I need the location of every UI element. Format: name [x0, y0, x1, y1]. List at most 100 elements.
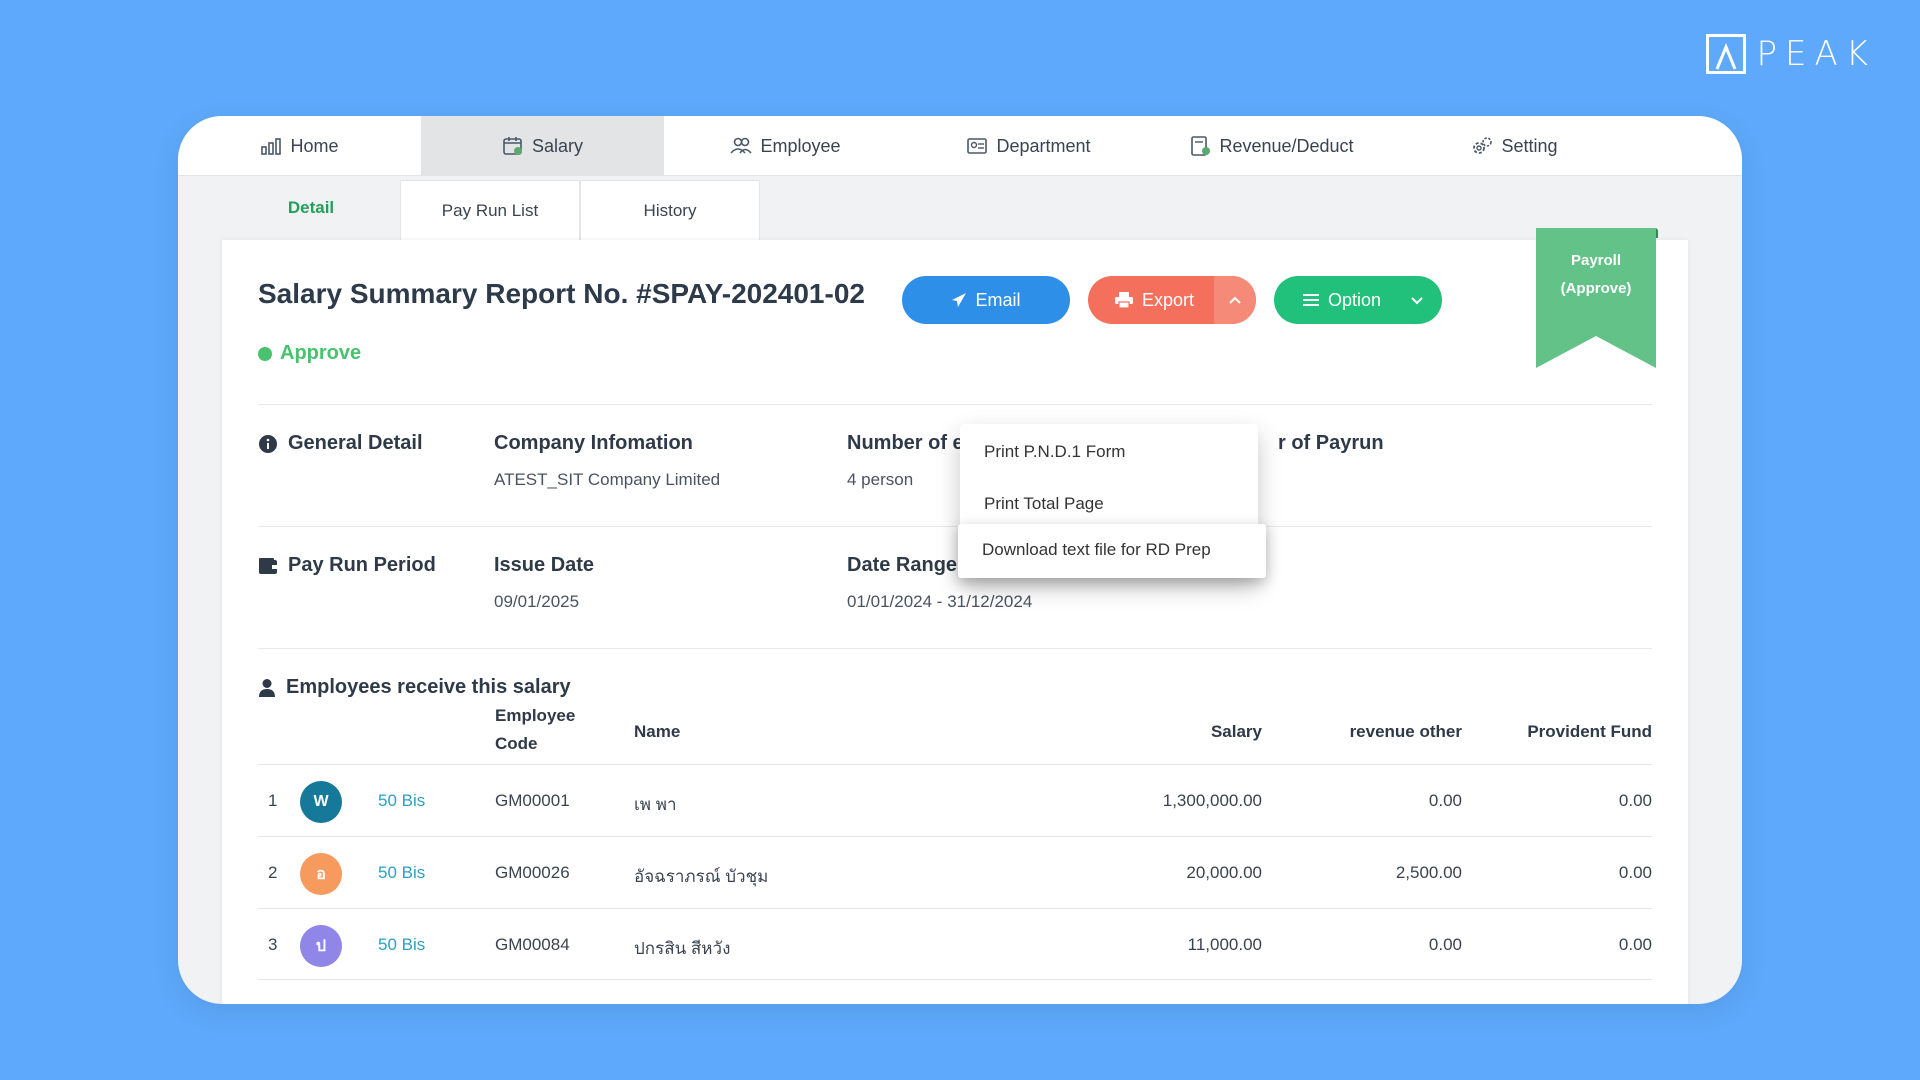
peak-logo: PEAK — [1706, 34, 1876, 74]
row-employee-code: GM00001 — [495, 791, 570, 810]
general-detail-section: General Detail — [258, 432, 423, 455]
calendar-icon — [503, 137, 522, 155]
peak-logo-mark-icon — [1706, 34, 1747, 74]
row-revenue-other: 0.00 — [1428, 791, 1462, 810]
column-header-salary: Salary — [1210, 722, 1262, 741]
tab-detail[interactable]: Detail — [222, 180, 400, 234]
row-employee-name: เพ พา — [634, 795, 677, 814]
row-number: 2 — [268, 863, 278, 882]
row-revenue-other: 2,500.00 — [1395, 863, 1462, 882]
company-info-heading: Company Infomation — [494, 432, 693, 454]
row-employee-code: GM00026 — [495, 863, 570, 882]
option-button-label: Option — [1328, 289, 1382, 310]
employees-count-heading: Number of e — [847, 432, 964, 454]
tab-history[interactable]: History — [580, 180, 760, 240]
company-info-value: ATEST_SIT Company Limited — [494, 470, 721, 489]
nav-revenue-deduct-label: Revenue/Deduct — [1219, 135, 1354, 156]
status-badge: Approve — [258, 342, 361, 365]
row-provident-fund: 0.00 — [1618, 863, 1652, 882]
nav-home[interactable]: Home — [178, 116, 421, 176]
row-salary: 11,000.00 — [1187, 935, 1262, 954]
nav-department-label: Department — [996, 135, 1091, 156]
export-button[interactable]: Export — [1088, 276, 1256, 324]
menu-item-print-pnd1[interactable]: Print P.N.D.1 Form — [984, 442, 1126, 461]
users-icon — [730, 137, 753, 154]
app-window: Home Salary Employee Department Revenue/… — [178, 116, 1742, 1004]
row-salary: 20,000.00 — [1186, 863, 1262, 882]
avatar: ป — [300, 925, 342, 967]
ribbon-text-line1: Payroll — [1570, 252, 1622, 269]
paper-plane-icon — [952, 293, 967, 307]
nav-setting[interactable]: Setting — [1393, 116, 1636, 176]
row-tag-link[interactable]: 50 Bis — [378, 935, 426, 954]
wallet-icon — [259, 557, 277, 574]
email-button[interactable]: Email — [902, 276, 1070, 324]
column-header-code-line2: Code — [495, 734, 538, 753]
gear-icon — [1473, 137, 1493, 154]
nav-setting-label: Setting — [1501, 135, 1558, 156]
ribbon-text-line2: (Approve) — [1560, 280, 1632, 297]
date-range-value: 01/01/2024 - 31/12/2024 — [847, 592, 1033, 611]
option-button[interactable]: Option — [1274, 276, 1442, 324]
table-row[interactable]: 1 W 50 Bis GM00001 เพ พา 1,300,000.00 0.… — [258, 764, 1652, 836]
nav-salary[interactable]: Salary — [421, 116, 664, 176]
chart-icon — [261, 138, 282, 155]
table-row[interactable]: 2 อ 50 Bis GM00026 อัจฉราภรณ์ บัวชุม 20,… — [258, 836, 1652, 908]
id-card-icon — [967, 138, 988, 154]
export-button-label: Export — [1142, 289, 1195, 310]
nav-salary-label: Salary — [531, 135, 584, 156]
printer-icon — [1115, 292, 1133, 309]
column-header-provident-fund: Provident Fund — [1527, 722, 1652, 741]
pay-run-period-label: Pay Run Period — [288, 554, 436, 576]
nav-employee-label: Employee — [760, 135, 841, 156]
column-header-revenue-other: revenue other — [1349, 722, 1462, 741]
row-employee-code: GM00084 — [495, 935, 570, 954]
nav-home-label: Home — [290, 135, 339, 156]
date-range-heading: Date Range — [847, 554, 958, 576]
tab-pay-run-list[interactable]: Pay Run List — [400, 180, 580, 240]
menu-item-print-total-page[interactable]: Print Total Page — [984, 494, 1104, 513]
user-icon — [259, 678, 275, 697]
issue-date-value: 09/01/2025 — [494, 592, 580, 611]
row-tag-link[interactable]: 50 Bis — [378, 791, 426, 810]
table-row[interactable]: 3 ป 50 Bis GM00084 ปกรสิน สีหวัง 11,000.… — [258, 908, 1652, 980]
row-provident-fund: 0.00 — [1618, 791, 1652, 810]
row-salary: 1,300,000.00 — [1162, 791, 1262, 810]
nav-employee[interactable]: Employee — [664, 116, 907, 176]
column-header-code-line1: Employee — [495, 706, 576, 725]
nav-revenue-deduct[interactable]: Revenue/Deduct — [1150, 116, 1393, 176]
menu-item-download-rd-prep-label: Download text file for RD Prep — [982, 540, 1211, 559]
column-header-name: Name — [634, 722, 681, 741]
general-detail-label: General Detail — [288, 432, 423, 454]
calculator-icon — [1191, 136, 1211, 156]
divider — [258, 648, 1652, 649]
employees-section-label: Employees receive this salary — [286, 676, 571, 698]
nav-department[interactable]: Department — [907, 116, 1150, 176]
row-provident-fund: 0.00 — [1618, 935, 1652, 954]
avatar: W — [300, 781, 342, 823]
status-dot-icon — [258, 346, 272, 361]
row-revenue-other: 0.00 — [1428, 935, 1462, 954]
payrun-count-heading: r of Payrun — [1278, 432, 1384, 454]
info-icon — [259, 434, 277, 453]
avatar: อ — [300, 853, 342, 895]
divider — [258, 404, 1652, 405]
menu-icon — [1303, 294, 1319, 306]
export-dropdown-menu: Print P.N.D.1 Form Print Total Page Down… — [958, 424, 1266, 578]
employees-section: Employees receive this salary — [258, 676, 571, 699]
employees-count-value: 4 person — [847, 470, 914, 489]
row-employee-name: อัจฉราภรณ์ บัวชุม — [634, 867, 769, 886]
sub-tabs: Detail Pay Run List History — [222, 180, 760, 240]
chevron-up-icon — [1229, 296, 1241, 304]
menu-item-download-rd-prep[interactable]: Download text file for RD Prep — [958, 524, 1266, 578]
issue-date-heading: Issue Date — [494, 554, 595, 576]
payroll-approve-ribbon — [1536, 228, 1658, 368]
peak-logo-text: PEAK — [1756, 34, 1876, 74]
row-employee-name: ปกรสิน สีหวัง — [634, 939, 731, 958]
status-text: Approve — [280, 342, 362, 364]
export-toggle[interactable] — [1214, 276, 1256, 324]
row-tag-link[interactable]: 50 Bis — [378, 863, 426, 882]
chevron-down-icon — [1411, 297, 1423, 305]
page-title: Salary Summary Report No. #SPAY-202401-0… — [258, 278, 865, 309]
top-navigation: Home Salary Employee Department Revenue/… — [178, 116, 1742, 176]
